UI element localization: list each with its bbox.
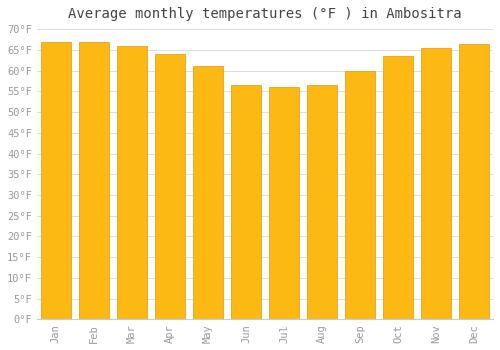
Bar — [116, 46, 147, 320]
Bar — [230, 85, 261, 320]
Bar — [268, 87, 299, 320]
Bar — [459, 43, 490, 320]
Bar — [345, 71, 375, 320]
Bar — [307, 85, 337, 320]
Title: Average monthly temperatures (°F ) in Ambositra: Average monthly temperatures (°F ) in Am… — [68, 7, 462, 21]
Bar — [192, 66, 223, 320]
Bar — [154, 54, 185, 320]
Bar — [421, 48, 451, 320]
Bar — [78, 42, 109, 320]
Bar — [383, 56, 413, 320]
Bar — [40, 42, 71, 320]
